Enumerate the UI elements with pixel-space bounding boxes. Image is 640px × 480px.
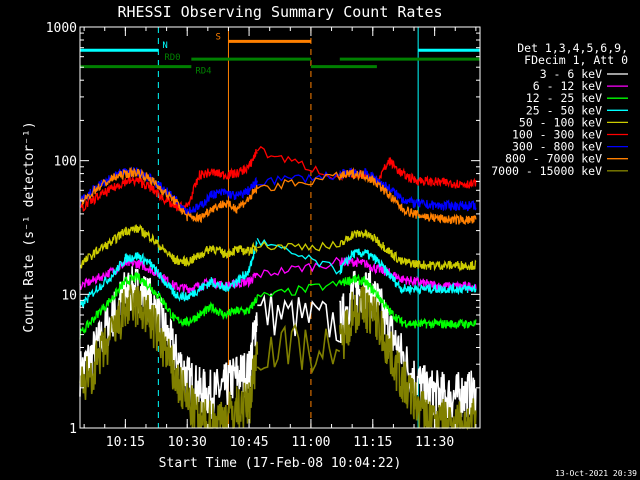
axes-layer: 1 10 100 1000 10:15 10:30 10:45 11:00 11:15 11:30 <box>46 21 480 450</box>
x-axis-label: Start Time (17-Feb-08 10:04:22) <box>159 456 402 471</box>
legend-label-7000-15000-kev: 7000 - 15000 keV <box>491 164 602 178</box>
x-tick-label: 10:15 <box>106 435 145 450</box>
legend-label-300-800-kev: 300 - 800 keV <box>512 140 602 154</box>
chart-title: RHESSI Observing Summary Count Rates <box>117 3 442 21</box>
x-tick-label: 11:30 <box>415 435 454 450</box>
flag-label-rd4: RD4 <box>195 67 211 77</box>
y-axis-label: Count Rate (s⁻¹ detector⁻¹) <box>22 121 37 332</box>
legend-label-25-50-kev: 25 - 50 keV <box>526 103 602 117</box>
series-line-800-7000-kev <box>79 166 477 226</box>
legend-header-line-2: FDecim 1, Att 0 <box>524 53 628 67</box>
plot-frame <box>79 26 481 429</box>
flag-label-n: N <box>162 41 167 51</box>
y-tick-label: 1 <box>69 422 77 437</box>
timestamp: 13-Oct-2021 20:39 <box>555 469 637 478</box>
flag-label-s: S <box>215 32 220 42</box>
legend-label-100-300-kev: 100 - 300 keV <box>512 128 602 142</box>
legend-label-50-100-kev: 50 - 100 keV <box>519 115 602 129</box>
legend-header-line-1: Det 1,3,4,5,6,9, <box>517 41 628 55</box>
x-tick-label: 11:00 <box>291 435 330 450</box>
x-tick-label: 10:30 <box>168 435 207 450</box>
y-tick-label: 1000 <box>46 21 77 36</box>
x-tick-label: 11:15 <box>353 435 392 450</box>
data-layer: N S RD0 RD4 <box>79 27 481 431</box>
series-line-25-50-kev <box>79 238 477 310</box>
legend-label-12-25-kev: 12 - 25 keV <box>526 91 602 105</box>
legend-label-3-6-kev: 3 - 6 keV <box>540 67 602 81</box>
y-tick-label: 10 <box>61 288 77 303</box>
series-line-50-100-kev <box>79 223 477 272</box>
y-tick-label: 100 <box>54 155 77 170</box>
x-tick-label: 10:45 <box>230 435 269 450</box>
flag-label-rd0: RD0 <box>164 53 180 63</box>
series-line-12-25-kev <box>79 272 477 340</box>
legend-label-6-12-kev: 6 - 12 keV <box>533 79 602 93</box>
legend-label-800-7000-kev: 800 - 7000 keV <box>505 152 602 166</box>
